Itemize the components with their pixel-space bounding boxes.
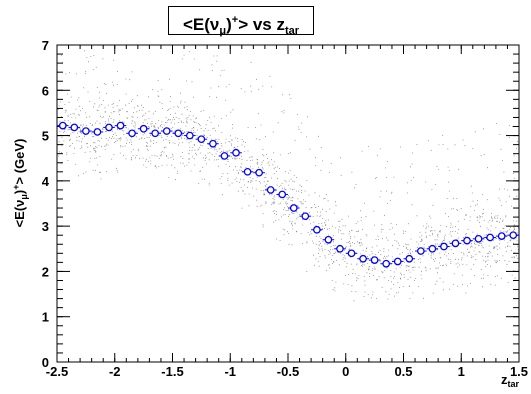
y-tick-label: 3 <box>42 219 49 234</box>
data-point <box>93 128 102 136</box>
data-point <box>289 204 298 212</box>
data-point <box>128 129 136 138</box>
data-point <box>243 167 252 176</box>
data-point <box>82 127 90 135</box>
x-tick-label: -1 <box>224 364 236 379</box>
data-point <box>197 135 206 144</box>
data-point <box>301 212 310 221</box>
data-point <box>70 123 79 132</box>
data-point <box>347 249 356 258</box>
data-point <box>474 234 483 243</box>
y-tick-label: 7 <box>42 38 49 53</box>
data-point <box>162 127 171 135</box>
data-point <box>336 244 344 253</box>
data-point <box>416 247 425 255</box>
data-point <box>139 124 148 133</box>
data-point <box>509 231 518 240</box>
data-point <box>440 242 448 251</box>
x-tick-label: 1.5 <box>510 364 528 379</box>
x-tick-label: 0.5 <box>394 364 412 379</box>
scatter-points <box>57 50 520 302</box>
data-point <box>255 168 263 177</box>
x-tick-label: -0.5 <box>277 364 299 379</box>
data-point <box>185 131 194 140</box>
data-point <box>463 236 471 245</box>
x-tick-label: -2 <box>109 364 121 379</box>
data-point <box>116 121 125 130</box>
data-point <box>370 256 379 264</box>
data-point <box>405 254 414 263</box>
data-point <box>151 129 160 138</box>
data-point <box>486 233 494 242</box>
x-tick-label: -2.5 <box>46 364 68 379</box>
scatter-cloud <box>57 50 520 302</box>
chart-title: <E(νμ)+> vs ztar <box>168 6 314 37</box>
data-point <box>393 257 402 266</box>
y-tick-label: 2 <box>42 264 49 279</box>
data-point <box>220 152 229 160</box>
data-point <box>382 259 391 268</box>
y-tick-label: 0 <box>42 355 49 370</box>
x-axis-label: ztar <box>500 372 519 389</box>
profile-markers <box>57 121 519 268</box>
y-tick-label: 4 <box>42 174 50 189</box>
data-point <box>428 244 437 253</box>
data-point <box>278 190 287 199</box>
data-point <box>232 148 240 157</box>
data-point <box>266 186 275 194</box>
data-point <box>313 225 321 234</box>
x-tick-label: 1 <box>458 364 465 379</box>
data-point <box>324 235 333 244</box>
y-tick-label: 6 <box>42 83 49 98</box>
y-tick-label: 1 <box>42 310 49 325</box>
x-tick-label: -1.5 <box>161 364 183 379</box>
data-point <box>105 123 113 132</box>
data-point <box>497 232 506 240</box>
x-tick-label: 0 <box>342 364 349 379</box>
data-point <box>209 139 217 148</box>
axes: -2.5 -2 -1.5 -1 -0.5 0 0.5 1 1.5 0 1 2 3 4 5 6 7 <box>42 38 528 379</box>
data-point <box>359 254 367 263</box>
y-tick-label: 5 <box>42 129 49 144</box>
data-point <box>58 121 67 130</box>
data-point <box>451 239 460 248</box>
data-point <box>174 129 183 138</box>
